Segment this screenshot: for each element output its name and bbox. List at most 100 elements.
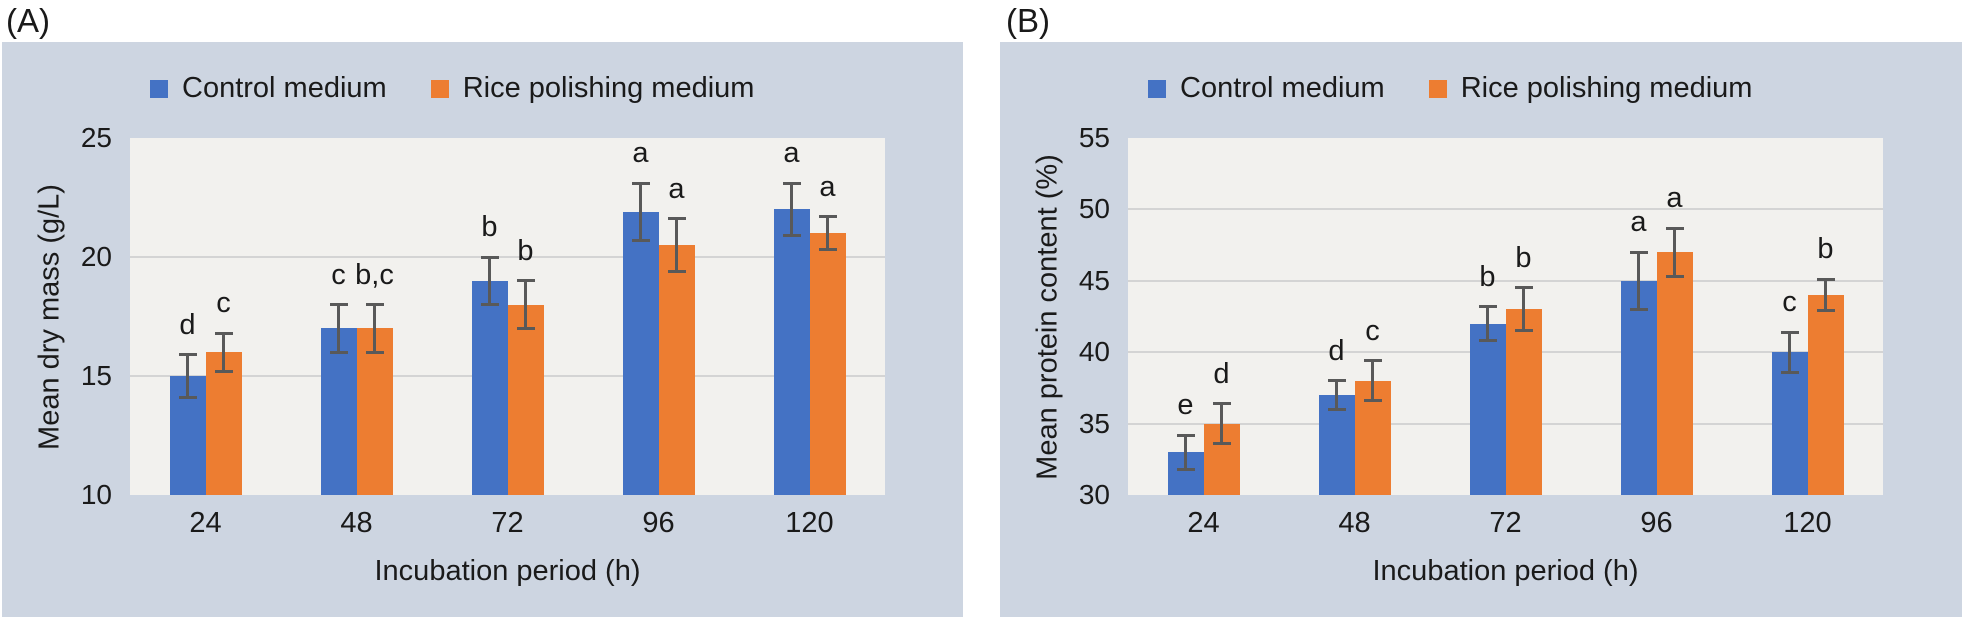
error-bar [639, 183, 642, 241]
error-bar [222, 333, 225, 372]
sig-letter: c [1782, 286, 1797, 319]
legend-item-rice: Rice polishing medium [430, 72, 755, 105]
gridline [130, 256, 885, 258]
legend: Control medium Rice polishing medium [1148, 72, 1752, 105]
y-tick-label: 35 [1078, 407, 1110, 439]
sig-letter: b [1515, 241, 1532, 274]
bar-rice-48 [356, 328, 393, 495]
y-tick-label: 10 [80, 479, 112, 510]
x-tick-label: 72 [491, 507, 524, 539]
error-bar-cap [1780, 370, 1799, 374]
sig-letter: a [668, 172, 685, 205]
sig-letter: c [331, 258, 346, 291]
error-bar [1184, 435, 1187, 470]
error-bar [1220, 403, 1223, 444]
legend-label: Rice polishing medium [462, 72, 755, 104]
sig-letter: c [216, 287, 231, 320]
error-bar-cap [1327, 407, 1346, 411]
error-bar [186, 354, 189, 398]
error-bar-cap [782, 181, 801, 185]
error-bar-cap [631, 238, 650, 242]
error-bar [373, 304, 376, 353]
sig-letter: b [1479, 260, 1496, 293]
error-bar-cap [329, 303, 348, 307]
error-bar-cap [667, 217, 686, 221]
sig-letter: a [632, 137, 649, 170]
error-bar-cap [1780, 330, 1799, 334]
error-bar-cap [1212, 402, 1231, 406]
error-bar-cap [1514, 329, 1533, 333]
sig-letter: b,c [355, 258, 394, 291]
error-bar-cap [818, 215, 837, 218]
panel-label-b: (B) [1006, 2, 1050, 39]
y-tick-label: 15 [80, 360, 112, 391]
bar-control-96 [622, 211, 659, 495]
error-bar-cap [480, 255, 499, 259]
error-bar-cap [1665, 226, 1684, 230]
error-bar-cap [1665, 275, 1684, 278]
gridline [1128, 208, 1883, 211]
error-bar [1788, 332, 1791, 373]
error-bar [524, 280, 527, 329]
error-bar-cap [1478, 305, 1497, 308]
x-tick-label: 96 [642, 507, 675, 539]
error-bar-cap [631, 181, 650, 185]
y-tick-label: 30 [1078, 479, 1110, 510]
y-axis-title: Mean protein content (%) [1031, 153, 1064, 480]
error-bar-cap [1629, 250, 1648, 254]
error-bar-cap [214, 369, 233, 373]
error-bar-cap [365, 350, 384, 354]
error-bar-cap [1816, 309, 1835, 313]
error-bar-cap [214, 331, 233, 335]
error-bar [1371, 360, 1374, 401]
bar-control-96 [1620, 280, 1657, 495]
sig-letter: c [1365, 314, 1380, 347]
bar-control-72 [1469, 323, 1506, 495]
error-bar-cap [178, 395, 197, 399]
bar-control-48 [320, 328, 357, 495]
legend-item-control: Control medium [1148, 72, 1385, 105]
bar-control-72 [471, 280, 508, 495]
error-bar [488, 257, 491, 305]
chart-card-a: Control medium Rice polishing medium 10 15 2… [2, 42, 963, 617]
error-bar [790, 183, 793, 236]
error-bar-cap [1629, 307, 1648, 311]
y-tick-label: 55 [1078, 122, 1110, 153]
bar-rice-96 [658, 245, 695, 495]
y-tick-label: 50 [1078, 193, 1110, 225]
legend-item-rice: Rice polishing medium [1428, 72, 1753, 105]
error-bar-cap [1212, 442, 1231, 446]
legend-label: Control medium [1180, 72, 1385, 104]
x-tick-label: 24 [189, 507, 222, 539]
bar-chart-b: Control medium Rice polishing medium 30 35 4… [1000, 42, 1962, 617]
error-bar-cap [178, 353, 197, 357]
sig-letter: d [1328, 334, 1345, 367]
error-bar-cap [516, 326, 535, 330]
legend-item-control: Control medium [150, 72, 387, 105]
error-bar-cap [818, 248, 837, 252]
y-tick-label: 25 [80, 122, 112, 153]
error-bar-cap [1514, 286, 1533, 290]
error-bar-cap [480, 303, 499, 307]
x-tick-label: 120 [785, 507, 834, 539]
bar-rice-72 [507, 304, 544, 495]
chart-card-b: Control medium Rice polishing medium 30 35 4… [1000, 42, 1962, 617]
x-tick-label: 120 [1783, 507, 1832, 539]
sig-letter: b [1817, 233, 1834, 266]
gridline [1128, 279, 1883, 282]
error-bar-cap [1363, 359, 1382, 363]
legend-label: Rice polishing medium [1460, 72, 1753, 104]
error-bar-cap [329, 350, 348, 354]
error-bar [1824, 279, 1827, 311]
legend-swatch-rice-icon [430, 79, 449, 98]
error-bar [1522, 287, 1525, 331]
bar-control-120 [773, 209, 810, 495]
y-tick-label: 45 [1078, 264, 1110, 296]
sig-letter: a [1666, 182, 1683, 214]
bar-rice-24 [205, 352, 242, 495]
legend-swatch-control-icon [150, 79, 168, 98]
sig-letter: d [1213, 357, 1230, 390]
x-axis-title: Incubation period (h) [374, 555, 641, 587]
sig-letter: b [481, 211, 498, 243]
